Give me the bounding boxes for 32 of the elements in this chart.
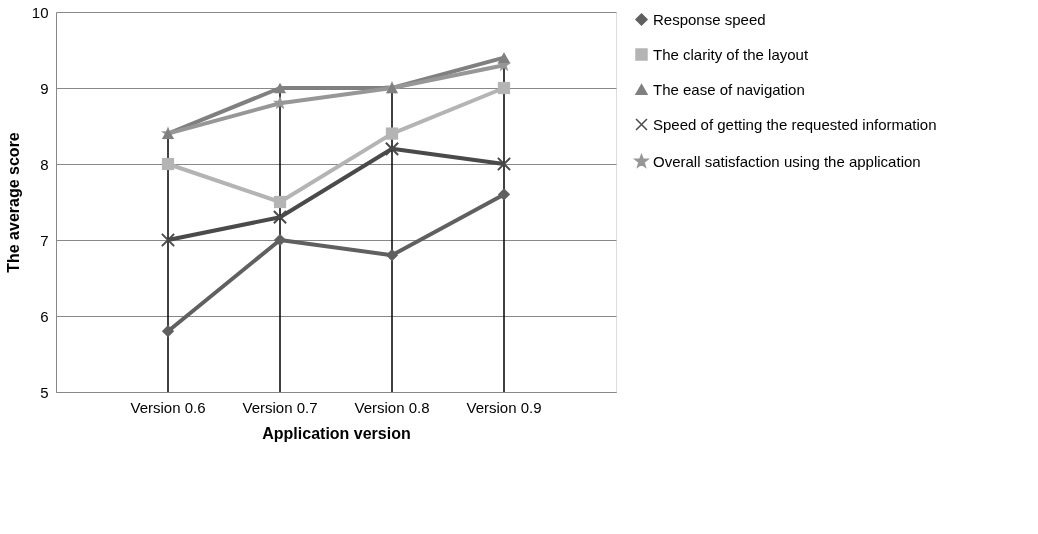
- point: [272, 210, 288, 225]
- point: [496, 156, 512, 172]
- legend-label: Response speed: [653, 10, 766, 28]
- point: [273, 195, 287, 209]
- legend-label: Speed of getting the requested information: [653, 115, 937, 133]
- y-tick-label: 7: [40, 231, 49, 249]
- y-tick-label: 6: [40, 307, 49, 325]
- point: [273, 82, 287, 94]
- x-tick-label: Version 0.8: [354, 398, 430, 416]
- legend-label: The clarity of the layout: [653, 45, 809, 63]
- y-tick-label: 9: [40, 79, 49, 97]
- x-axis-title: Application version: [262, 424, 411, 442]
- x-tick-label: Version 0.7: [242, 398, 318, 416]
- point: [161, 157, 175, 171]
- x-tick-label: Version 0.9: [466, 398, 542, 416]
- point: [497, 188, 511, 201]
- point: [385, 249, 399, 262]
- legend-label: Overall satisfaction using the application: [653, 152, 921, 170]
- point: [497, 52, 511, 63]
- point: [161, 325, 175, 338]
- point: [273, 233, 287, 247]
- point: [272, 95, 288, 110]
- legend-label: The ease of navigation: [653, 80, 805, 98]
- point: [384, 141, 400, 156]
- x-tick-label: Version 0.6: [130, 398, 206, 416]
- y-tick-label: 5: [40, 383, 49, 401]
- point: [497, 81, 511, 95]
- y-axis-title: The average score: [4, 132, 22, 273]
- point: [385, 127, 399, 140]
- y-tick-label: 8: [40, 155, 49, 173]
- point: [160, 232, 176, 248]
- y-tick-label: 10: [31, 3, 49, 21]
